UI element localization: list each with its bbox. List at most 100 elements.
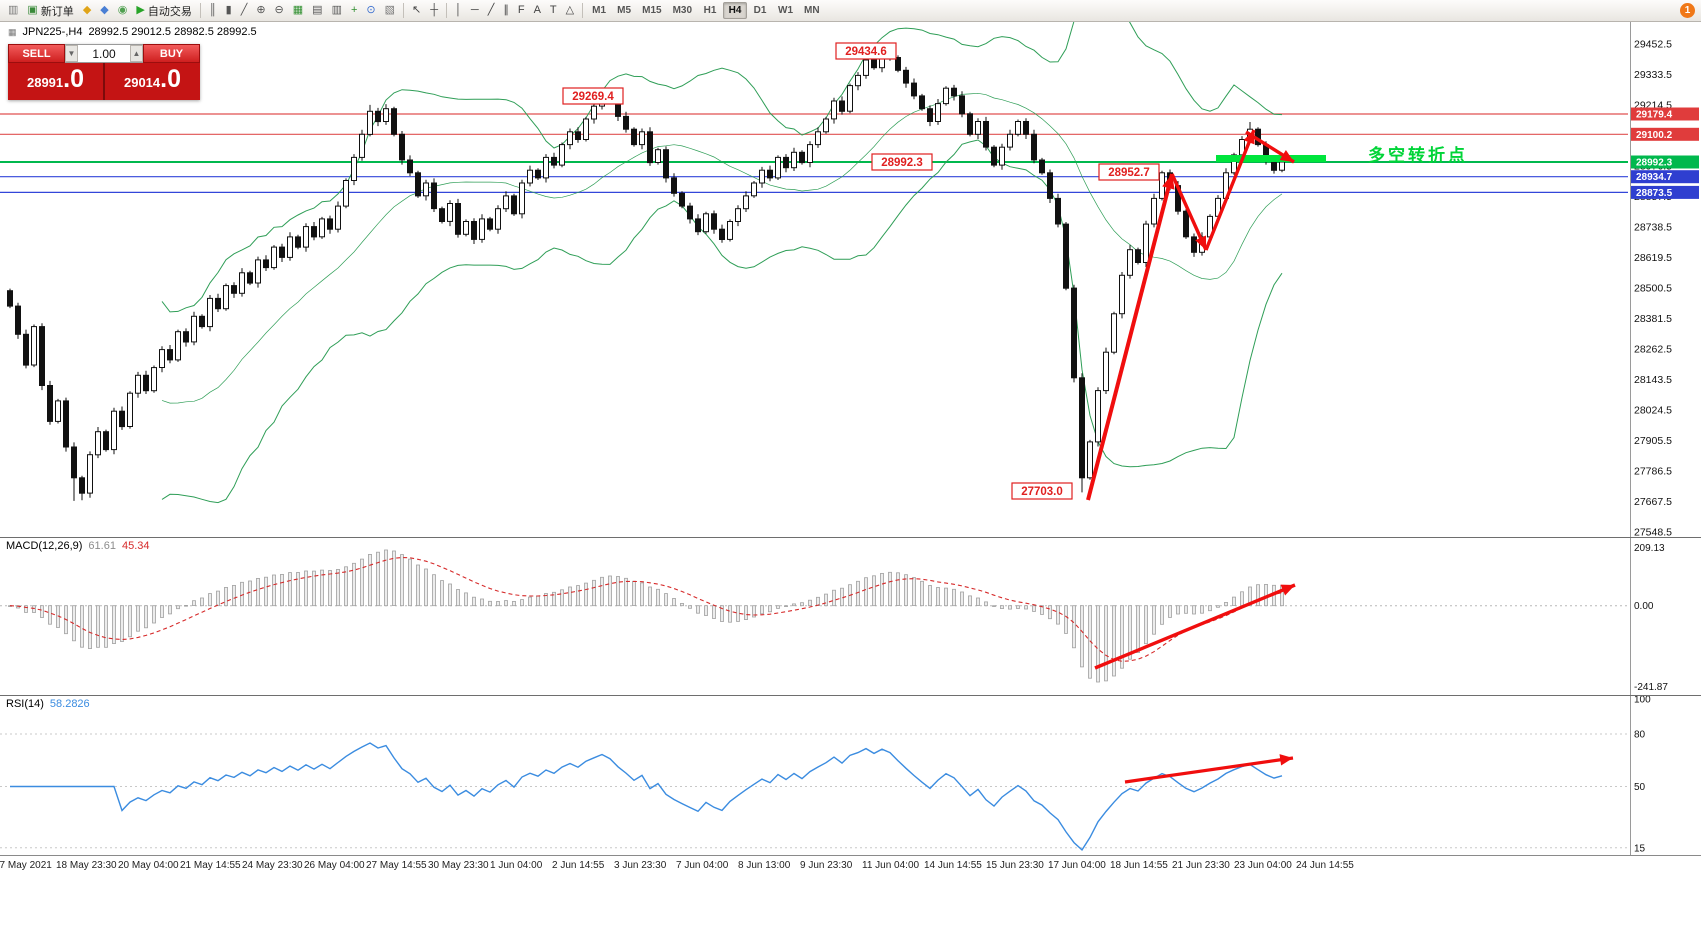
trend-arrow xyxy=(1204,129,1256,251)
candle xyxy=(695,218,701,233)
rsi-panel-chart[interactable]: 100 80 50 15 xyxy=(0,695,1701,855)
price-annotation[interactable]: 28952.7 xyxy=(1098,163,1160,181)
timeframe-m30[interactable]: M30 xyxy=(668,2,697,19)
macd-axis-label: 209.13 xyxy=(1634,543,1665,554)
macd-panel-chart[interactable]: 209.13 0.00 -241.87 xyxy=(0,537,1701,695)
candle xyxy=(855,74,861,87)
shapes-icon[interactable]: △ xyxy=(562,1,578,20)
candle xyxy=(815,131,821,146)
notification-badge[interactable]: 1 xyxy=(1680,3,1695,18)
sort-icon[interactable]: ▥ xyxy=(328,1,346,20)
tile-windows-icon: ▦ xyxy=(292,4,304,16)
volume-increase-icon[interactable]: ▲ xyxy=(130,45,143,62)
volume-stepper[interactable]: ▼ 1.00 ▲ xyxy=(65,44,143,63)
toolbar-separator xyxy=(403,3,405,18)
cursor-icon[interactable]: ↖ xyxy=(408,1,425,20)
candle xyxy=(391,108,397,135)
timeframe-d1[interactable]: D1 xyxy=(748,2,772,19)
timeframe-m1[interactable]: M1 xyxy=(587,2,611,19)
horizontal-line-icon[interactable]: ─ xyxy=(467,1,483,20)
new-order-button[interactable]: ▣ 新订单 xyxy=(23,1,77,20)
buy-price[interactable]: 29014.0 xyxy=(105,63,200,100)
candle xyxy=(559,144,565,166)
market-watch-icon[interactable]: ◆ xyxy=(79,1,95,20)
svg-text:28992.3: 28992.3 xyxy=(1636,158,1673,169)
macd-axis-label: -241.87 xyxy=(1634,682,1668,693)
price-annotation[interactable]: 28992.3 xyxy=(871,153,933,171)
volume-decrease-icon[interactable]: ▼ xyxy=(65,45,78,62)
timeframe-m5[interactable]: M5 xyxy=(612,2,636,19)
text-icon[interactable]: A xyxy=(530,1,545,20)
autotrading-button[interactable]: ▶ 自动交易 xyxy=(132,1,195,20)
candle xyxy=(759,169,765,184)
candle xyxy=(47,385,53,422)
candle xyxy=(223,285,229,310)
volume-value[interactable]: 1.00 xyxy=(92,46,116,61)
candle xyxy=(679,192,685,207)
price-axis-divider[interactable] xyxy=(1630,22,1631,875)
bar-chart-icon[interactable]: ║ xyxy=(205,1,221,20)
chart-window-icon[interactable]: ▥ xyxy=(4,1,22,20)
sell-button[interactable]: SELL xyxy=(8,44,65,63)
tile-windows-icon[interactable]: ▦ xyxy=(289,1,307,20)
price-annotation[interactable]: 29269.4 xyxy=(562,87,624,105)
periods-icon[interactable]: ⊙ xyxy=(362,1,379,20)
timeframe-m15[interactable]: M15 xyxy=(637,2,666,19)
candle xyxy=(791,151,797,169)
community-icon[interactable]: ◉ xyxy=(114,1,132,20)
candle xyxy=(911,82,917,97)
candle xyxy=(1279,161,1285,171)
trendline-icon[interactable]: ╱ xyxy=(484,1,499,20)
zoom-in-icon[interactable]: ⊕ xyxy=(252,1,269,20)
new-chart-icon[interactable]: + xyxy=(347,1,361,20)
panel-separator[interactable] xyxy=(0,537,1701,538)
timeframe-w1[interactable]: W1 xyxy=(773,2,798,19)
candle xyxy=(127,392,133,428)
sell-price[interactable]: 28991.0 xyxy=(8,63,105,100)
periods-icon: ⊙ xyxy=(366,4,376,16)
templates-icon[interactable]: ▧ xyxy=(381,1,399,20)
svg-text:28934.7: 28934.7 xyxy=(1636,172,1673,183)
timeframe-mn[interactable]: MN xyxy=(799,2,825,19)
candle xyxy=(271,246,277,269)
price-chart[interactable]: 29434.6 29269.4 28992.3 28952.7 27703.0 29452… xyxy=(0,22,1701,537)
signals-icon[interactable]: ◆ xyxy=(96,1,112,20)
candle xyxy=(319,218,325,238)
chart-symbol-icon: ▦ xyxy=(8,26,17,37)
channel-icon: ∥ xyxy=(503,4,509,16)
price-annotation[interactable]: 29434.6 xyxy=(835,42,897,60)
panel-separator[interactable] xyxy=(0,695,1701,696)
macd-axis-label: 0.00 xyxy=(1634,601,1654,612)
candle xyxy=(175,331,181,361)
timeframe-h4[interactable]: H4 xyxy=(723,2,748,19)
arrange-icon[interactable]: ▤ xyxy=(308,1,326,20)
candlestick-chart-icon[interactable]: ▮ xyxy=(222,1,236,20)
time-label: 1 Jun 04:00 xyxy=(490,860,543,871)
label-icon[interactable]: T xyxy=(546,1,561,20)
candle xyxy=(207,297,213,328)
candle xyxy=(87,454,93,494)
fibonacci-icon: F xyxy=(517,4,525,16)
time-label: 20 May 04:00 xyxy=(118,860,179,871)
rsi-label: RSI(14) 58.2826 xyxy=(6,698,90,710)
channel-icon[interactable]: ∥ xyxy=(499,1,513,20)
fibonacci-icon[interactable]: F xyxy=(514,1,529,20)
zoom-out-icon[interactable]: ⊖ xyxy=(271,1,288,20)
candle xyxy=(1103,351,1109,392)
vertical-line-icon[interactable]: │ xyxy=(451,1,466,20)
candle xyxy=(1095,390,1101,443)
candle xyxy=(399,133,405,161)
macd-signal-line xyxy=(9,556,1283,662)
price-axis-label: 28500.5 xyxy=(1634,283,1672,295)
candle xyxy=(471,221,477,240)
line-chart-icon[interactable]: ╱ xyxy=(237,1,252,20)
crosshair-icon[interactable]: ┼ xyxy=(426,1,442,20)
candle xyxy=(383,108,389,122)
timeframe-h1[interactable]: H1 xyxy=(698,2,722,19)
buy-button[interactable]: BUY xyxy=(143,44,200,63)
candle xyxy=(983,121,989,148)
price-annotation[interactable]: 27703.0 xyxy=(1011,482,1073,500)
candle xyxy=(727,221,733,240)
candle xyxy=(743,195,749,210)
